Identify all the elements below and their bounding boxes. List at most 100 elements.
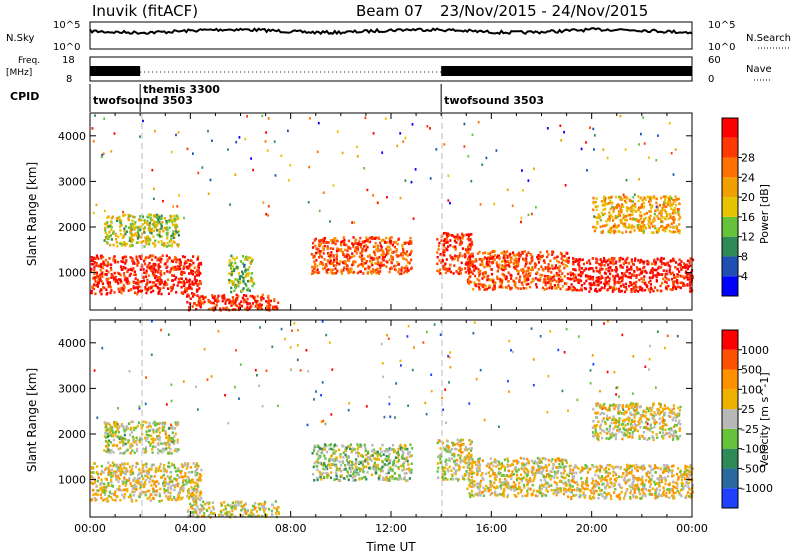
data-cell bbox=[231, 506, 234, 509]
data-cell bbox=[151, 281, 154, 284]
data-cell bbox=[318, 461, 321, 465]
data-cell bbox=[235, 256, 238, 259]
data-cell bbox=[150, 434, 153, 438]
data-cell bbox=[135, 282, 138, 285]
data-cell bbox=[443, 238, 447, 241]
data-cell bbox=[137, 241, 140, 244]
data-cell bbox=[450, 256, 453, 260]
data-cell bbox=[105, 424, 108, 427]
data-cell bbox=[341, 445, 344, 448]
data-cell bbox=[95, 271, 98, 275]
data-cell bbox=[351, 476, 354, 479]
data-cell bbox=[145, 421, 148, 424]
data-cell bbox=[167, 465, 170, 468]
data-cell bbox=[119, 498, 122, 502]
data-cell bbox=[151, 447, 154, 451]
data-cell bbox=[139, 438, 142, 441]
data-cell bbox=[321, 246, 325, 249]
data-cell bbox=[191, 493, 194, 496]
data-cell bbox=[626, 208, 629, 211]
data-cell bbox=[387, 455, 390, 458]
data-cell bbox=[395, 250, 398, 253]
data-cell bbox=[152, 289, 155, 293]
data-cell bbox=[409, 252, 412, 255]
data-cell bbox=[347, 478, 350, 482]
data-cell bbox=[520, 268, 523, 272]
data-cell bbox=[132, 440, 135, 444]
data-cell bbox=[482, 285, 485, 288]
data-cell bbox=[444, 460, 447, 463]
data-cell bbox=[139, 215, 142, 218]
data-cell bbox=[136, 447, 139, 451]
data-cell bbox=[652, 274, 655, 277]
data-cell bbox=[230, 286, 233, 290]
data-cell bbox=[643, 288, 647, 292]
data-cell bbox=[592, 127, 595, 131]
data-cell bbox=[551, 253, 554, 256]
data-cell bbox=[110, 475, 113, 479]
data-cell bbox=[457, 453, 460, 457]
data-cell bbox=[578, 264, 581, 268]
data-cell bbox=[532, 279, 535, 282]
data-cell bbox=[228, 259, 231, 262]
data-cell bbox=[130, 426, 133, 430]
data-cell bbox=[686, 267, 689, 271]
data-cell bbox=[92, 140, 95, 143]
data-cell bbox=[154, 256, 157, 259]
data-cell bbox=[150, 228, 153, 231]
data-cell bbox=[465, 233, 468, 237]
data-cell bbox=[236, 278, 239, 282]
data-cell bbox=[238, 277, 242, 281]
noise-right-tick-low: 10^0 bbox=[708, 42, 735, 53]
data-cell bbox=[157, 428, 160, 432]
data-cell bbox=[623, 272, 626, 275]
data-cell bbox=[147, 228, 150, 232]
data-cell bbox=[106, 221, 109, 224]
data-cell bbox=[392, 241, 395, 244]
data-cell bbox=[469, 264, 472, 267]
data-cell bbox=[157, 422, 161, 426]
data-cell bbox=[241, 514, 245, 518]
data-cell bbox=[128, 239, 131, 242]
data-cell bbox=[123, 286, 126, 289]
data-cell bbox=[400, 269, 403, 272]
data-cell bbox=[536, 255, 539, 259]
data-cell bbox=[322, 248, 325, 252]
data-cell bbox=[172, 205, 175, 208]
data-cell bbox=[158, 228, 161, 231]
data-cell bbox=[386, 245, 389, 249]
data-cell bbox=[315, 259, 318, 262]
data-cell bbox=[626, 256, 629, 260]
data-cell bbox=[200, 492, 203, 495]
data-cell bbox=[157, 448, 160, 451]
data-cell bbox=[647, 219, 650, 222]
data-cell bbox=[368, 236, 371, 240]
data-cell bbox=[373, 457, 376, 460]
data-cell bbox=[592, 208, 595, 212]
data-cell bbox=[398, 268, 401, 271]
data-cell bbox=[559, 124, 562, 127]
data-cell bbox=[653, 225, 656, 228]
data-cell bbox=[444, 262, 447, 266]
data-cell bbox=[124, 267, 127, 270]
data-cell bbox=[479, 203, 482, 206]
data-cell bbox=[112, 231, 115, 234]
data-cell bbox=[252, 514, 255, 517]
data-cell bbox=[352, 479, 355, 482]
data-cell bbox=[103, 435, 106, 438]
data-cell bbox=[549, 283, 552, 286]
data-cell bbox=[179, 470, 182, 473]
noise-panel: N.Sky 10^5 10^0 10^5 10^0 N.Search bbox=[6, 20, 791, 53]
data-cell bbox=[655, 197, 658, 201]
data-cell bbox=[678, 202, 681, 206]
data-cell bbox=[385, 247, 388, 251]
data-cell bbox=[458, 243, 461, 247]
data-cell bbox=[217, 294, 220, 298]
data-cell bbox=[122, 496, 126, 500]
data-cell bbox=[461, 232, 464, 236]
data-cell bbox=[473, 269, 476, 272]
data-cell bbox=[456, 458, 459, 462]
data-cell bbox=[347, 271, 350, 275]
data-cell bbox=[447, 245, 450, 248]
